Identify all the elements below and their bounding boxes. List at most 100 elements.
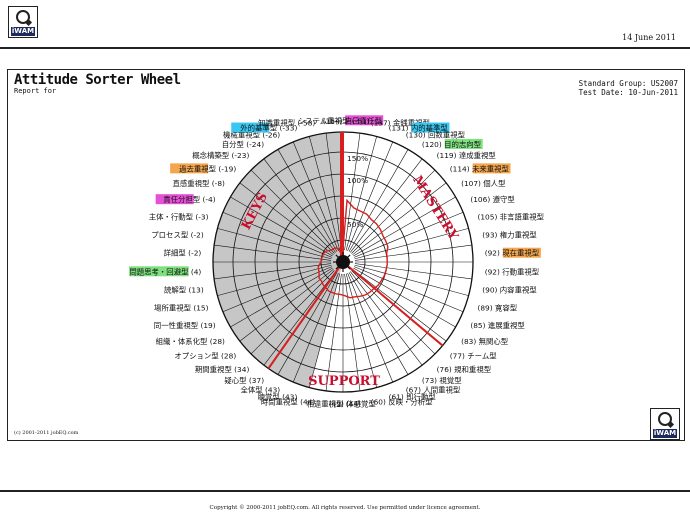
- category-label: 外的基準型 (-33): [240, 124, 297, 133]
- category-label: (105) 非言語重視型: [477, 212, 544, 221]
- category-label: (92) 行動重視型: [485, 267, 540, 276]
- category-label: 責任分担型 (-4): [163, 195, 216, 204]
- category-label: (114) 未来重視型: [450, 164, 510, 173]
- iwam-logo: iWAM: [8, 6, 38, 38]
- wheel-spoke: [230, 267, 333, 328]
- label-highlight: [155, 194, 194, 205]
- wheel-spoke: [347, 272, 394, 383]
- standard-group: Standard Group: US2007: [578, 79, 678, 88]
- category-label: 知識重視型 (-58): [258, 119, 315, 128]
- wheel-spoke: [344, 133, 361, 251]
- category-label: 詳細型 (-2): [164, 249, 202, 258]
- wheel-spoke: [214, 263, 332, 280]
- wheel-spoke: [354, 263, 472, 280]
- test-date: Test Date: 10-Jun-2011: [578, 88, 678, 97]
- category-label: 期間重視型 (34): [195, 365, 250, 374]
- category-label: 組織・体系化型 (28): [156, 337, 225, 346]
- ring-label: 50%: [347, 220, 363, 229]
- label-highlight: [170, 163, 209, 174]
- category-label: 相違重視型 (44): [306, 400, 361, 409]
- category-label: 聴覚型 (43): [258, 392, 298, 401]
- wheel-spoke: [214, 244, 332, 261]
- header-divider: [0, 47, 690, 49]
- wheel-spoke: [263, 158, 336, 253]
- category-label: (61) 即行動型: [389, 392, 437, 401]
- label-highlight: [411, 122, 450, 133]
- category-label: 読解型 (13): [164, 286, 204, 295]
- wheel-spoke: [217, 264, 332, 296]
- wheel-spoke: [347, 141, 394, 252]
- category-label: (77) チーム型: [450, 352, 497, 361]
- category-label: 概念構築型 (-23): [192, 151, 249, 160]
- wheel-spoke: [353, 266, 464, 313]
- wheel-spoke: [309, 273, 341, 388]
- hub-spike: [335, 254, 344, 263]
- label-highlight: [345, 115, 384, 126]
- category-label: (49) 体感覚型: [329, 400, 377, 409]
- wheel-spoke: [352, 269, 447, 342]
- wheel-spoke: [239, 182, 334, 255]
- wheel-spoke: [351, 270, 436, 355]
- label-highlight: [502, 247, 541, 258]
- category-label: (90) 内容重視型: [482, 286, 537, 295]
- ring-label: 150%: [347, 154, 368, 163]
- label-highlight: [472, 163, 511, 174]
- wheel-spoke: [325, 133, 342, 251]
- wheel-spoke: [292, 141, 339, 252]
- category-label: オプション型 (28): [174, 352, 236, 361]
- category-label: 同一性重視型 (19): [154, 321, 216, 330]
- category-label: 疑心型 (37): [224, 376, 264, 385]
- logo-text: iWAM: [653, 429, 677, 438]
- wheel-spoke: [345, 273, 377, 388]
- report-subtitle: Report for: [14, 87, 57, 95]
- category-label: (119) 達成重視型: [437, 151, 497, 160]
- wheel-spoke: [353, 267, 456, 328]
- report-title: Attitude Sorter Wheel: [14, 72, 181, 88]
- report-frame: [7, 69, 685, 441]
- wheel-spoke: [250, 169, 335, 254]
- hub-spike: [335, 261, 344, 270]
- category-label: (106) 遵守型: [470, 195, 515, 204]
- label-highlight: [444, 138, 483, 149]
- category-label: システム重視型 (-61): [298, 116, 370, 125]
- label-highlight: [129, 266, 189, 277]
- wheel-spoke: [263, 271, 336, 366]
- wheel-spoke: [309, 136, 341, 251]
- category-label: 主体・行動型 (-3): [149, 212, 209, 221]
- category-label: (76) 規和重視型: [437, 365, 492, 374]
- hub-spike: [342, 261, 351, 270]
- shaded-sector-keys: [213, 132, 343, 388]
- logo-text: iWAM: [11, 27, 35, 36]
- category-label: (67) 人間重視型: [406, 385, 461, 394]
- wheel-spoke: [350, 158, 423, 253]
- footer-copyright: Copyright © 2000-2011 jobEQ.com. All rig…: [209, 505, 481, 511]
- quadrant-divider: [342, 261, 444, 347]
- inner-copyright: (c) 2001-2011 jobEQ.com: [14, 430, 79, 436]
- category-label: 過去重視型 (-19): [179, 164, 236, 173]
- wheel-spoke: [230, 196, 333, 257]
- wheel-spoke: [344, 273, 361, 391]
- category-label: (164) 自己責任型: [323, 116, 383, 125]
- wheel-spoke: [354, 244, 472, 261]
- wheel-spoke: [353, 211, 464, 258]
- category-label: 全体型 (43): [240, 385, 280, 394]
- iwam-logo-bottom: iWAM: [650, 408, 680, 440]
- wheel-spoke: [348, 272, 409, 375]
- hub-spike: [342, 254, 351, 263]
- category-label: (60) 反映・分析型: [371, 397, 433, 406]
- category-label: (83) 無関心型: [461, 337, 509, 346]
- wheel-spoke: [345, 136, 377, 251]
- quadrant-label: SUPPORT: [308, 374, 380, 389]
- wheel-spoke: [351, 169, 436, 254]
- category-label: (107) 個人型: [461, 179, 506, 188]
- category-label: (85) 進展重視型: [470, 321, 525, 330]
- wheel-spoke: [354, 264, 469, 296]
- category-label: (130) 回数重視型: [406, 131, 466, 140]
- wheel-spoke: [222, 211, 333, 258]
- print-date: 14 June 2011: [622, 33, 676, 42]
- category-label: 直感重視型 (-8): [172, 179, 225, 188]
- wheel-spoke: [222, 266, 333, 313]
- category-label: (131) 内的基準型: [389, 124, 449, 133]
- quadrant-divider: [267, 261, 344, 370]
